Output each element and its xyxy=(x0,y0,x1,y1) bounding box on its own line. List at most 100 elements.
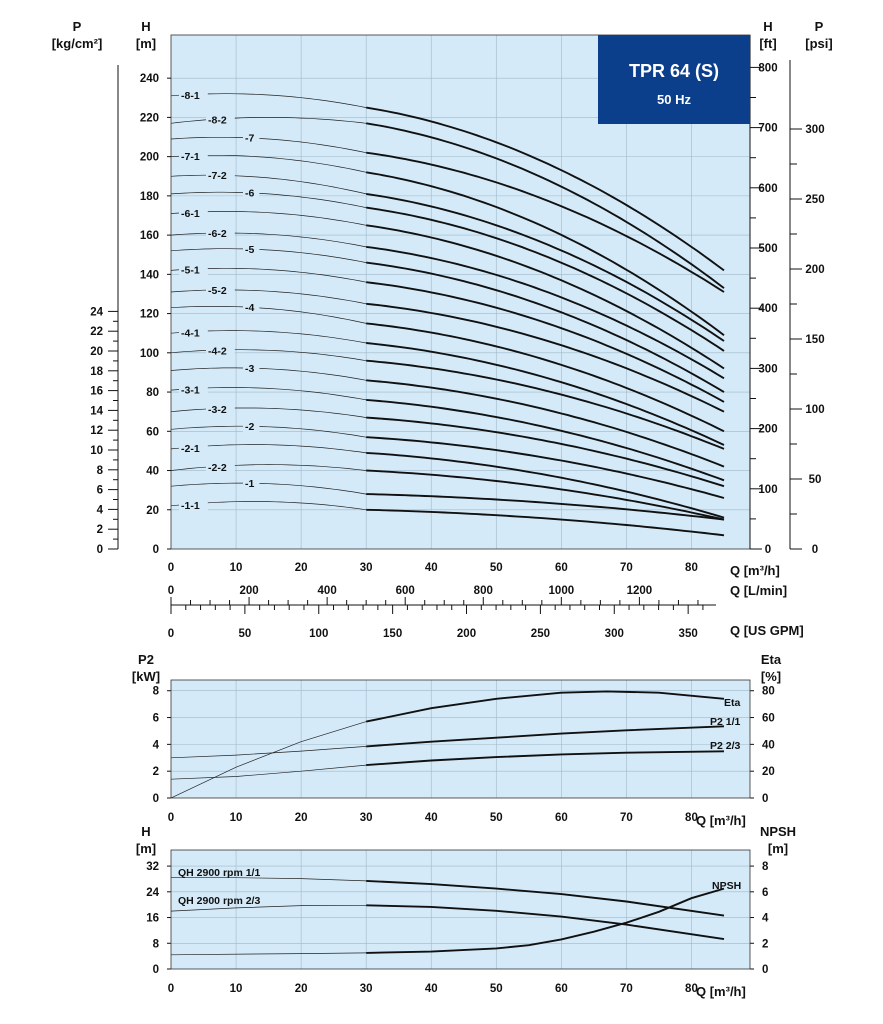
right-tick-label: 6 xyxy=(762,887,768,899)
x-tick-label: 30 xyxy=(360,983,373,995)
curve-label-bg xyxy=(206,460,235,473)
p-axis-tick-label: 16 xyxy=(90,386,103,398)
ft-axis-tick-label: 800 xyxy=(758,62,777,74)
curve-label-bg xyxy=(206,113,235,126)
h-axis-tick-label: 80 xyxy=(146,387,159,399)
x-tick-label: 40 xyxy=(425,812,438,824)
curve-label-bg xyxy=(179,263,208,276)
x-m3h-tick-label: 60 xyxy=(555,562,568,574)
x-lpm-axis-label: Q [L/min] xyxy=(730,583,787,598)
curve-label: -4-1 xyxy=(181,327,200,339)
curve-4-1 xyxy=(366,342,725,446)
curve-6 xyxy=(366,206,725,352)
curve-label-bg xyxy=(179,326,208,339)
h-axis-label: H xyxy=(141,19,150,34)
curve-eta xyxy=(366,690,725,723)
curve-qh-2900-rpm-1-1 xyxy=(366,879,725,917)
x-m3h-axis-label: Q [m³/h] xyxy=(730,563,780,578)
p-axis-tick-label: 14 xyxy=(90,405,103,417)
right-tick-label: 8 xyxy=(762,861,769,873)
x-gpm-axis-label: Q [US GPM] xyxy=(730,623,804,638)
eta-axis-unit: [%] xyxy=(761,669,781,684)
title-box xyxy=(598,35,750,124)
curve-p2-1-1 xyxy=(366,725,725,748)
p-axis-tick-label: 6 xyxy=(97,485,103,497)
right-tick-label: 0 xyxy=(762,964,768,976)
ft-axis-tick-label: 300 xyxy=(758,363,777,375)
series-label-qh-reduced: QH 2900 rpm 2/3 xyxy=(178,895,260,907)
x-lpm-tick-label: 1200 xyxy=(627,585,653,597)
curve-thin-3-2 xyxy=(171,407,367,418)
x-gpm-tick-label: 350 xyxy=(679,628,698,640)
h-axis-tick-label: 40 xyxy=(146,466,159,478)
psi-axis-tick-label: 0 xyxy=(812,544,818,556)
curve-label-bg xyxy=(243,361,260,374)
curve-label: -8-1 xyxy=(181,90,200,102)
curve-thin-6 xyxy=(171,191,367,208)
curve-label-bg xyxy=(179,206,208,219)
curve-label: -3-2 xyxy=(208,404,227,416)
curve-thin-6-2 xyxy=(171,232,367,248)
ft-axis-tick-label: 600 xyxy=(758,183,777,195)
curve-label: -4 xyxy=(245,302,254,314)
head-curves-chart: 020406080100120140160180200220240H[m]024… xyxy=(52,19,833,640)
p-axis-tick-label: 18 xyxy=(90,366,103,378)
x-lpm-tick-label: 1000 xyxy=(549,585,575,597)
curve-thin xyxy=(171,746,367,759)
curve-label-bg xyxy=(243,186,260,199)
x-tick-label: 70 xyxy=(620,983,633,995)
curve-thin-8-2 xyxy=(171,117,367,124)
x-lpm-tick-label: 200 xyxy=(239,585,258,597)
x-tick-label: 20 xyxy=(295,983,308,995)
curve-thin-3 xyxy=(171,367,367,381)
curve-thin xyxy=(171,876,367,882)
npsh-axis-label: NPSH xyxy=(760,824,796,839)
curve-group xyxy=(171,876,725,956)
psi-axis-tick-label: 50 xyxy=(809,474,822,486)
curve-label-bg xyxy=(206,344,235,357)
curve-2-1 xyxy=(366,451,725,519)
x-tick-label: 0 xyxy=(168,812,174,824)
ft-axis-tick-label: 100 xyxy=(758,484,777,496)
x-tick-label: 40 xyxy=(425,983,438,995)
ft-axis-tick-label: 400 xyxy=(758,303,777,315)
p-axis-tick-label: 12 xyxy=(90,425,103,437)
x-tick-label: 20 xyxy=(295,812,308,824)
curve-npsh xyxy=(366,887,725,954)
x-tick-label: 70 xyxy=(620,812,633,824)
curve-2 xyxy=(366,436,725,499)
x-m3h-tick-label: 70 xyxy=(620,562,633,574)
x-m3h-tick-label: 0 xyxy=(168,562,174,574)
h-axis-tick-label: 120 xyxy=(140,309,159,321)
left-tick-label: 24 xyxy=(146,887,159,899)
p-axis-label: P xyxy=(73,19,82,34)
curve-thin-5-2 xyxy=(171,289,367,305)
ft-axis-unit: [ft] xyxy=(759,36,776,51)
curve-thin-2 xyxy=(171,425,367,438)
curve-thin-4 xyxy=(171,305,367,324)
series-label-p2-reduced: P2 2/3 xyxy=(710,740,741,752)
x-m3h-tick-label: 20 xyxy=(295,562,308,574)
right-tick-label: 4 xyxy=(762,913,769,925)
curve-5-1 xyxy=(366,281,725,403)
curve-8-1 xyxy=(366,106,725,272)
curve-label: -7-2 xyxy=(208,170,227,182)
x-m3h-tick-label: 80 xyxy=(685,562,698,574)
curve-thin xyxy=(171,952,367,956)
curve-label-bg xyxy=(179,498,208,511)
curve-label-bg xyxy=(206,402,235,415)
p-axis-tick-label: 24 xyxy=(90,306,103,318)
curve-thin-4-2 xyxy=(171,349,367,362)
series-label-eta: Eta xyxy=(724,697,741,709)
series-label-npsh: NPSH xyxy=(712,880,741,892)
psi-axis-label: P xyxy=(815,19,824,34)
curve-1 xyxy=(366,493,725,521)
right-tick-label: 40 xyxy=(762,739,775,751)
curve-label: -3-1 xyxy=(181,384,200,396)
curve-p2-2-3 xyxy=(366,750,725,767)
x-gpm-tick-label: 200 xyxy=(457,628,476,640)
h-axis-unit: [m] xyxy=(136,36,156,51)
p-axis-tick-label: 8 xyxy=(97,465,104,477)
h-axis-unit: [m] xyxy=(136,841,156,856)
